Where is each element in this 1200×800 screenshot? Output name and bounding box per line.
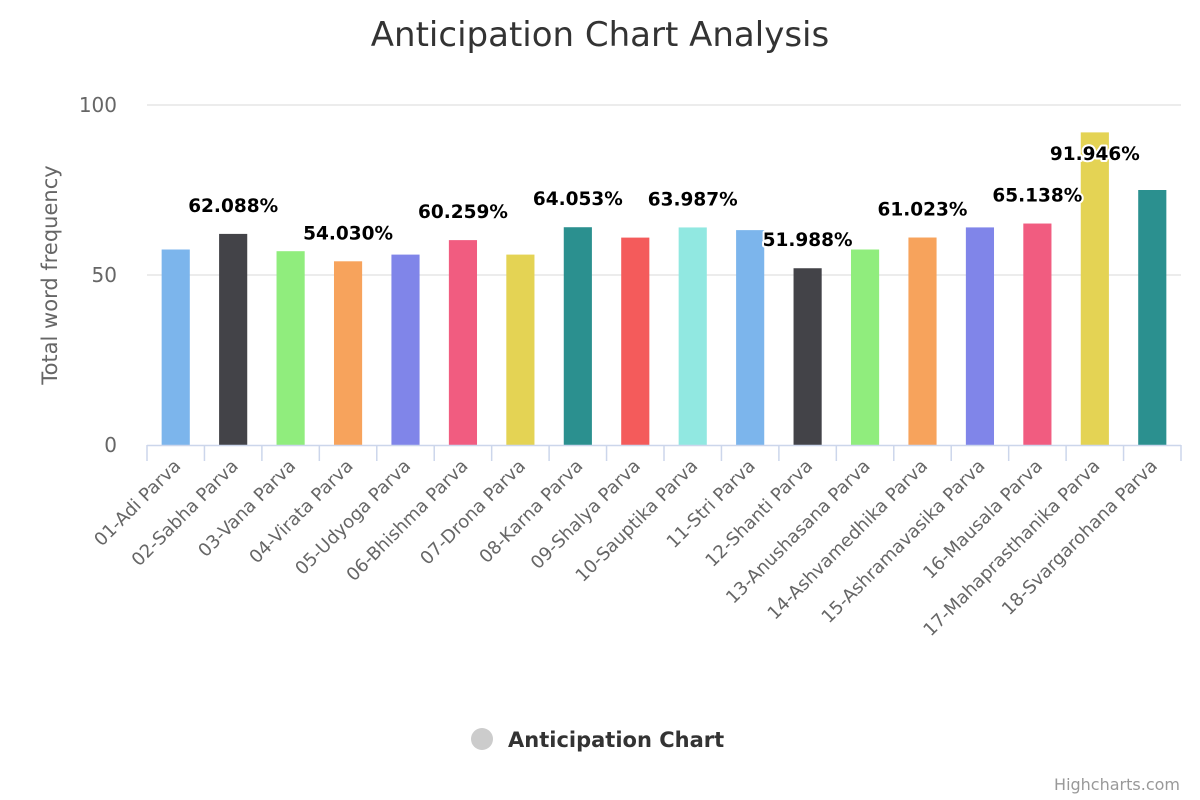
- data-label: 64.053%: [533, 189, 623, 210]
- x-tick-label: 07-Drona Parva: [416, 456, 530, 570]
- bar[interactable]: [736, 230, 765, 445]
- legend-symbol-icon[interactable]: [471, 728, 493, 750]
- data-labels: 62.088% 54.030% 60.259% 64.053% 63.987% 51.98…: [186, 142, 1142, 253]
- bar[interactable]: [678, 227, 707, 445]
- grid-lines: [147, 104, 1181, 276]
- bar[interactable]: [448, 240, 478, 445]
- x-tick-label: 08-Karna Parva: [475, 456, 587, 568]
- bar[interactable]: [161, 249, 190, 446]
- x-tick-label: 12-Shanti Parva: [701, 456, 817, 572]
- bar[interactable]: [506, 254, 535, 445]
- bar[interactable]: [621, 237, 650, 445]
- legend[interactable]: Anticipation Chart: [471, 728, 724, 752]
- y-tick-label: 50: [92, 263, 117, 287]
- bars: [161, 132, 1167, 446]
- bar[interactable]: [908, 237, 937, 445]
- chart-title: Anticipation Chart Analysis: [371, 15, 829, 55]
- bar[interactable]: [965, 227, 995, 445]
- data-label: 61.023%: [878, 200, 968, 221]
- credits-link[interactable]: Highcharts.com: [1054, 775, 1180, 794]
- data-label: 54.030%: [303, 223, 393, 244]
- data-label: 60.259%: [418, 202, 508, 223]
- y-axis-title: Total word frequency: [38, 165, 62, 385]
- bar[interactable]: [391, 254, 420, 445]
- data-label: 91.946%: [1050, 144, 1140, 165]
- bar[interactable]: [563, 227, 592, 445]
- x-tick-label: 03-Vana Parva: [194, 456, 300, 562]
- bar[interactable]: [1023, 223, 1052, 445]
- data-label: 51.988%: [763, 230, 853, 251]
- y-tick-label: 0: [104, 433, 117, 457]
- bar[interactable]: [1080, 132, 1109, 445]
- x-axis: [146, 444, 1182, 461]
- x-tick-label: 02-Sabha Parva: [128, 456, 243, 571]
- data-label: 65.138%: [992, 186, 1082, 207]
- bar[interactable]: [850, 249, 880, 446]
- x-tick-label: 04-Virata Parva: [245, 456, 357, 568]
- data-label: 63.987%: [648, 189, 738, 210]
- bar[interactable]: [1138, 190, 1167, 445]
- bar[interactable]: [333, 261, 363, 445]
- data-label: 62.088%: [188, 196, 278, 217]
- y-axis-ticks: 0 50 100: [79, 93, 117, 457]
- bar[interactable]: [219, 233, 248, 445]
- bar[interactable]: [793, 268, 822, 445]
- bar[interactable]: [276, 251, 305, 445]
- legend-label[interactable]: Anticipation Chart: [508, 728, 724, 752]
- y-tick-label: 100: [79, 93, 117, 117]
